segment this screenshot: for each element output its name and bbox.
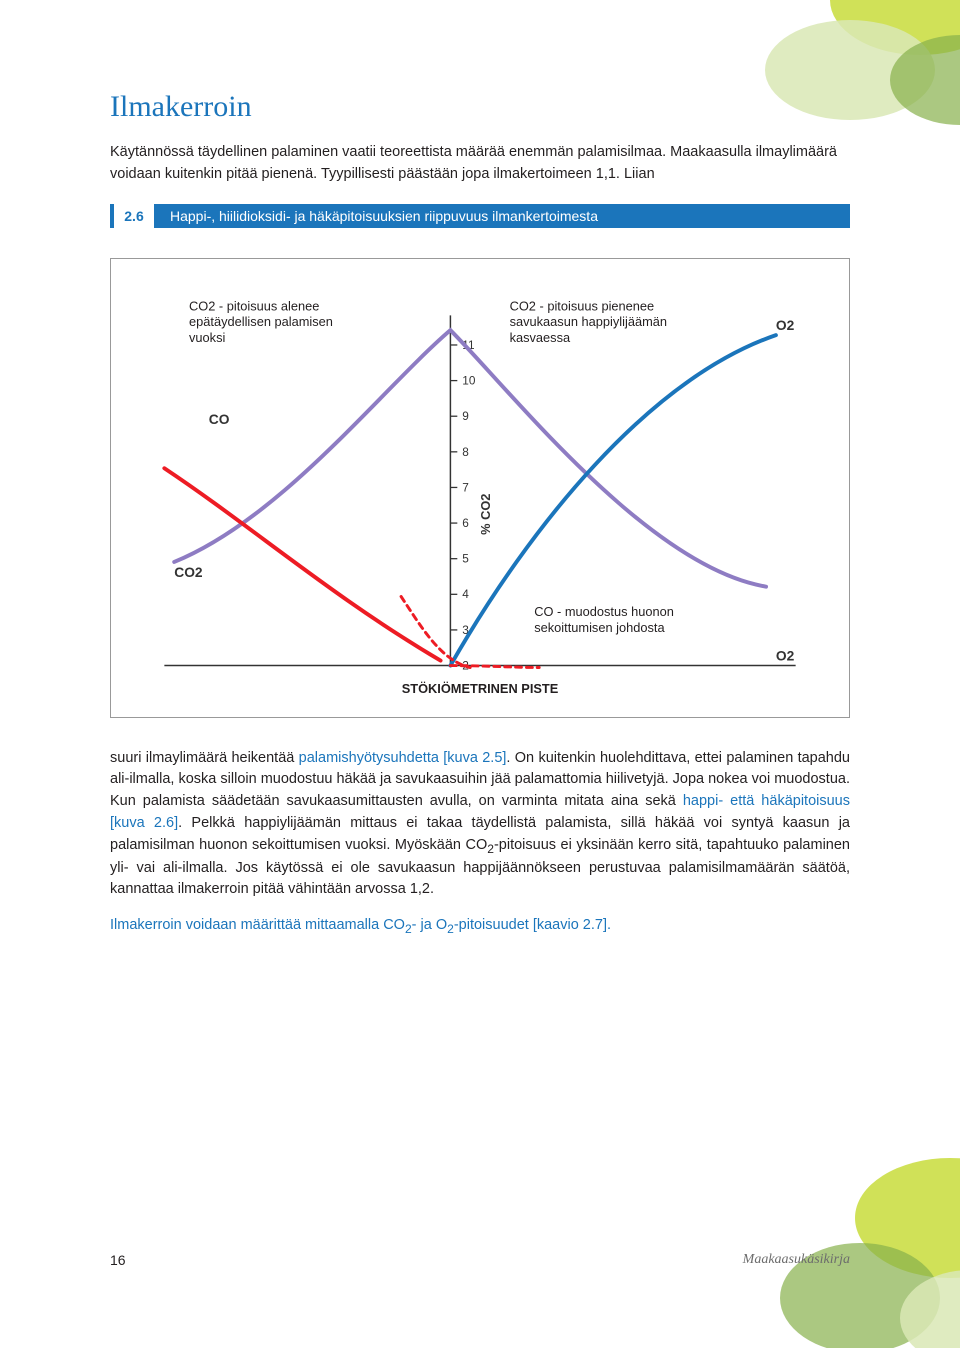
svg-text:sekoittumisen johdosta: sekoittumisen johdosta: [534, 620, 665, 635]
intro-paragraph: Käytännössä täydellinen palaminen vaatii…: [110, 142, 850, 186]
page-heading: Ilmakerroin: [110, 90, 850, 124]
svg-text:O2: O2: [776, 318, 795, 333]
svg-text:CO2 - pitoisuus pienenee: CO2 - pitoisuus pienenee: [510, 298, 655, 313]
svg-text:10: 10: [462, 373, 476, 387]
body-paragraph-2: Ilmakerroin voidaan määrittää mittaamall…: [110, 915, 850, 938]
combustion-chart: 234567891011% CO2COCO2O2O2CO2 - pitoisuu…: [123, 271, 837, 705]
svg-text:9: 9: [462, 409, 469, 423]
svg-text:CO: CO: [209, 411, 230, 426]
svg-text:O2: O2: [776, 648, 795, 663]
page-number: 16: [110, 1252, 126, 1268]
svg-text:5: 5: [462, 551, 469, 565]
figure-caption-band: 2.6 Happi-, hiilidioksidi- ja häkäpitois…: [110, 204, 850, 228]
svg-text:STÖKIÖMETRINEN PISTE: STÖKIÖMETRINEN PISTE: [402, 681, 559, 696]
svg-text:vuoksi: vuoksi: [189, 330, 225, 345]
svg-text:CO - muodostus huonon: CO - muodostus huonon: [534, 604, 674, 619]
body-paragraph-1: suuri ilmaylimäärä heikentää palamishyöt…: [110, 748, 850, 902]
figure-number: 2.6: [110, 204, 158, 228]
svg-text:CO2 - pitoisuus alenee: CO2 - pitoisuus alenee: [189, 298, 319, 313]
svg-text:7: 7: [462, 480, 469, 494]
svg-text:CO2: CO2: [174, 564, 203, 579]
page-footer: 16 Maakaasukäsikirja: [110, 1252, 850, 1268]
svg-text:% CO2: % CO2: [478, 493, 493, 534]
decor-bottom: [760, 1148, 960, 1348]
figure-title: Happi-, hiilidioksidi- ja häkäpitoisuuks…: [158, 204, 610, 228]
svg-text:savukaasun happiylijäämän: savukaasun happiylijäämän: [510, 314, 667, 329]
svg-text:8: 8: [462, 444, 469, 458]
svg-text:4: 4: [462, 587, 469, 601]
chart-container: 234567891011% CO2COCO2O2O2CO2 - pitoisuu…: [110, 258, 850, 718]
svg-text:kasvaessa: kasvaessa: [510, 330, 571, 345]
decor-top: [740, 0, 960, 140]
svg-text:epätäydellisen palamisen: epätäydellisen palamisen: [189, 314, 333, 329]
svg-text:6: 6: [462, 516, 469, 530]
book-title: Maakaasukäsikirja: [743, 1252, 850, 1268]
